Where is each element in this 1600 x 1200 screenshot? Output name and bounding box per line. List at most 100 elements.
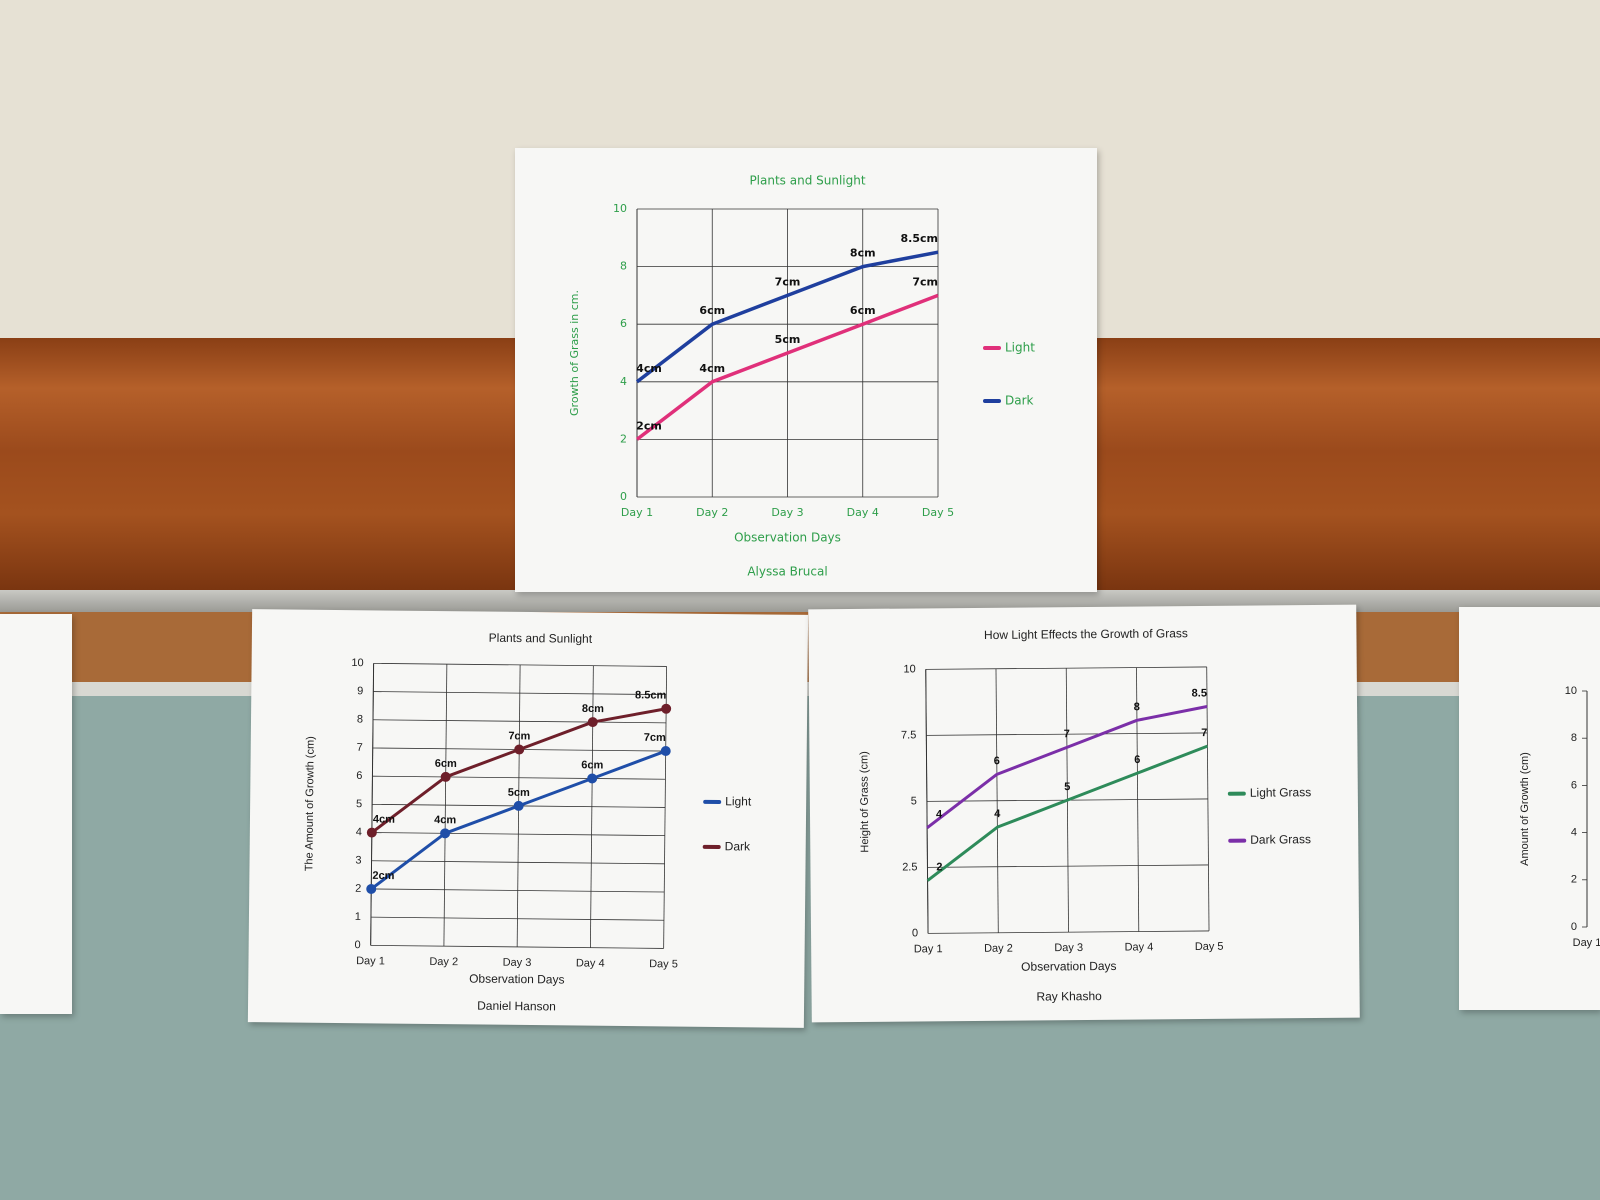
chart: Amount of Growth (cm) 0 2 4 6 8 10 Day 1 (1519, 685, 1600, 949)
y-axis-label: The Amount of Growth (cm) (303, 736, 316, 871)
y-tick-label: 4 (620, 375, 627, 388)
paper: Amount of Growth (cm) 0 2 4 6 8 10 Day 1 (1459, 607, 1600, 1010)
x-grid-line (590, 665, 594, 948)
value-label: 4 (936, 809, 943, 821)
y-tick-label: 8 (620, 260, 627, 273)
x-axis-label: Observation Days (734, 531, 841, 545)
y-tick-label: 8 (1571, 732, 1577, 744)
author: Daniel Hanson (477, 999, 556, 1014)
value-label: 4 (994, 808, 1001, 820)
y-tick-label: 3 (355, 855, 361, 867)
x-tick-label: Day 3 (503, 957, 532, 969)
value-label: 6 (994, 755, 1000, 767)
x-tick-label: Day 1 (1573, 937, 1600, 949)
legend-label: Dark Grass (1250, 832, 1311, 847)
x-tick-label: Day 2 (984, 943, 1013, 955)
x-tick-label: Day 3 (771, 506, 803, 519)
y-tick-label: 7.5 (901, 729, 916, 741)
y-tick-label: 9 (357, 685, 363, 697)
y-tick-label: 8 (357, 714, 363, 726)
x-tick-label: Day 3 (1054, 942, 1083, 954)
chart: Plants and Sunlight Observation Days Alyss… (568, 174, 1035, 579)
value-label: 7cm (508, 730, 530, 742)
chart-title: Plants and Sunlight (749, 174, 865, 188)
x-tick-label: Day 2 (696, 506, 728, 519)
marker (440, 771, 451, 782)
paper-left (0, 614, 72, 1014)
value-label: 2cm (372, 870, 394, 882)
y-tick-label: 2.5 (902, 861, 917, 873)
y-tick-label: 4 (1571, 827, 1577, 839)
marker (366, 883, 377, 894)
y-tick-label: 0 (354, 939, 360, 951)
value-label: 5cm (775, 333, 801, 346)
rail (0, 590, 1600, 612)
marker (440, 828, 451, 839)
value-label: 7cm (912, 275, 938, 288)
value-label: 4cm (434, 814, 456, 826)
x-tick-label: Day 2 (429, 956, 458, 968)
y-tick-label: 6 (620, 317, 627, 330)
marker (514, 744, 525, 755)
value-label: 6cm (699, 304, 725, 317)
marker (587, 773, 598, 784)
y-tick-label: 2 (620, 432, 627, 445)
y-tick-label: 10 (351, 657, 363, 669)
x-grid-line (1136, 667, 1140, 932)
legend-label: Light (725, 794, 752, 808)
value-label: 8.5 (1192, 687, 1207, 699)
y-tick-label: 2 (1571, 874, 1577, 886)
y-tick-label: 0 (620, 490, 627, 503)
chart: How Light Effects the Growth of Grass Obs… (858, 626, 1311, 1004)
x-grid-line (1206, 666, 1210, 931)
value-label: 2 (936, 861, 942, 873)
x-tick-label: Day 4 (847, 506, 879, 519)
value-label: 8cm (582, 703, 604, 715)
author: Alyssa Brucal (747, 565, 827, 579)
y-axis (370, 663, 375, 946)
y-tick-label: 0 (1571, 921, 1577, 933)
value-label: 6cm (581, 759, 603, 771)
y-tick-label: 10 (613, 202, 627, 215)
value-label: 8cm (850, 247, 876, 260)
marker (513, 800, 524, 811)
marker (366, 827, 377, 838)
y-tick-label: 6 (1571, 779, 1577, 791)
line (926, 744, 1208, 882)
y-tick-label: 10 (903, 663, 915, 675)
y-tick-label: 5 (356, 798, 362, 810)
value-label: 2cm (636, 419, 662, 432)
value-label: 6cm (435, 758, 457, 770)
y-tick-label: 4 (356, 826, 362, 838)
y-axis-label: Height of Grass (cm) (858, 751, 871, 853)
value-label: 8.5cm (635, 689, 667, 701)
value-label: 5 (1064, 781, 1070, 793)
author: Ray Khasho (1036, 989, 1102, 1004)
paper: Plants and Sunlight Observation Days Alyss… (515, 148, 1097, 592)
line (635, 293, 939, 441)
value-label: 7cm (644, 732, 666, 744)
y-tick-label: 2 (355, 883, 361, 895)
y-tick-label: 6 (356, 770, 362, 782)
line (926, 705, 1208, 829)
legend-label: Dark (1005, 394, 1034, 408)
x-tick-label: Day 4 (576, 957, 605, 969)
x-tick-label: Day 5 (1195, 941, 1224, 953)
value-label: 4cm (373, 813, 395, 825)
x-axis-label: Observation Days (1021, 959, 1116, 974)
legend-label: Light (1005, 341, 1035, 355)
legend-label: Dark (725, 839, 751, 853)
y-axis (925, 669, 929, 934)
value-label: 7 (1064, 728, 1070, 740)
grid-line (370, 944, 664, 949)
value-label: 5cm (508, 787, 530, 799)
x-tick-label: Day 4 (1124, 941, 1153, 953)
chart: Plants and Sunlight Observation Days Danie… (303, 631, 752, 1014)
y-tick-label: 0 (912, 927, 918, 939)
chart-title: Plants and Sunlight (489, 631, 593, 646)
line (635, 250, 939, 384)
value-label: 6 (1134, 754, 1140, 766)
value-label: 6cm (850, 304, 876, 317)
marker (587, 717, 598, 728)
